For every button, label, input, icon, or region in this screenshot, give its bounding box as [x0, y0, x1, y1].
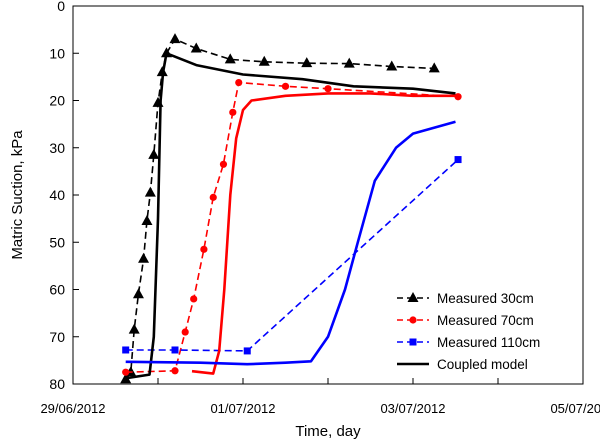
data-point-measured-70cm	[122, 368, 130, 376]
y-tick-label: 0	[57, 0, 65, 14]
data-point-measured-70cm	[200, 245, 208, 253]
y-tick-label: 80	[49, 376, 65, 392]
data-point-measured-30cm	[141, 214, 153, 225]
series-line-coupled-model	[125, 52, 456, 380]
x-tick-label: 01/07/2012	[210, 401, 275, 416]
y-tick-label: 10	[49, 45, 65, 61]
data-point-measured-70cm	[235, 78, 243, 87]
legend-label: Measured 30cm	[437, 291, 534, 306]
y-tick-label: 70	[49, 329, 65, 345]
y-tick-label: 60	[49, 282, 65, 298]
y-axis: 0 10 20 30 40 50 60 70 80	[49, 0, 79, 392]
data-point-measured-30cm	[144, 186, 156, 197]
series-coupled-model	[125, 52, 456, 380]
series-measured-110cm	[122, 156, 462, 355]
legend: Measured 30cm Measured 70cm Measured 110cm…	[397, 291, 540, 372]
legend-entry: Coupled model	[397, 357, 528, 372]
series-line-measured-30cm	[125, 38, 435, 380]
y-tick-label: 40	[49, 187, 65, 203]
data-point-measured-70cm	[209, 193, 217, 201]
data-point-measured-30cm	[386, 60, 398, 71]
data-point-measured-70cm	[190, 295, 198, 303]
legend-entry: Measured 30cm	[397, 291, 534, 306]
y-tick-label: 30	[49, 140, 65, 156]
data-point-measured-30cm	[224, 53, 236, 64]
data-point-measured-110cm	[454, 156, 462, 164]
data-point-measured-30cm	[138, 252, 150, 263]
data-point-measured-30cm	[301, 57, 313, 68]
series-model-110cm	[125, 120, 456, 366]
data-point-measured-30cm	[343, 57, 355, 68]
legend-marker	[407, 292, 419, 302]
data-point-measured-30cm	[169, 33, 181, 44]
data-point-measured-70cm	[281, 82, 290, 90]
series-model-70cm	[191, 92, 459, 375]
x-tick-label: 03/07/2012	[380, 401, 445, 416]
data-point-measured-70cm	[181, 328, 189, 336]
legend-entry: Measured 70cm	[397, 313, 534, 328]
data-point-measured-30cm	[190, 42, 202, 53]
series-measured-70cm	[122, 78, 462, 376]
x-axis-label: Time, day	[295, 423, 361, 440]
data-point-measured-70cm	[219, 160, 228, 168]
x-tick-label: 05/07/2012	[550, 401, 600, 416]
x-tick-label: 29/06/2012	[40, 401, 105, 416]
data-point-measured-70cm	[229, 108, 237, 116]
data-point-measured-70cm	[171, 367, 179, 375]
data-point-measured-30cm	[128, 323, 140, 334]
legend-marker	[409, 338, 417, 346]
legend-entry: Measured 110cm	[397, 335, 540, 350]
data-point-measured-70cm	[324, 85, 332, 93]
series-line-model-70cm	[191, 92, 459, 375]
y-axis-label: Matric Suction, kPa	[9, 130, 26, 260]
y-tick-label: 20	[49, 93, 65, 109]
y-tick-label: 50	[49, 234, 65, 250]
legend-marker	[409, 316, 417, 324]
data-point-measured-30cm	[148, 148, 160, 159]
legend-label: Measured 110cm	[437, 335, 540, 350]
data-point-measured-30cm	[258, 55, 270, 66]
series-layer	[120, 33, 462, 384]
series-line-model-110cm	[125, 120, 456, 366]
data-point-measured-110cm	[122, 346, 130, 354]
series-line-measured-110cm	[125, 159, 459, 352]
x-axis: 29/06/2012 01/07/2012 03/07/2012 05/07/2012	[40, 378, 600, 416]
data-point-measured-30cm	[132, 288, 144, 299]
legend-label: Measured 70cm	[437, 313, 534, 328]
series-line-measured-70cm	[125, 81, 459, 373]
data-point-measured-110cm	[243, 347, 251, 355]
data-point-measured-110cm	[171, 346, 179, 354]
legend-label: Coupled model	[437, 357, 528, 372]
data-point-measured-30cm	[428, 62, 440, 73]
